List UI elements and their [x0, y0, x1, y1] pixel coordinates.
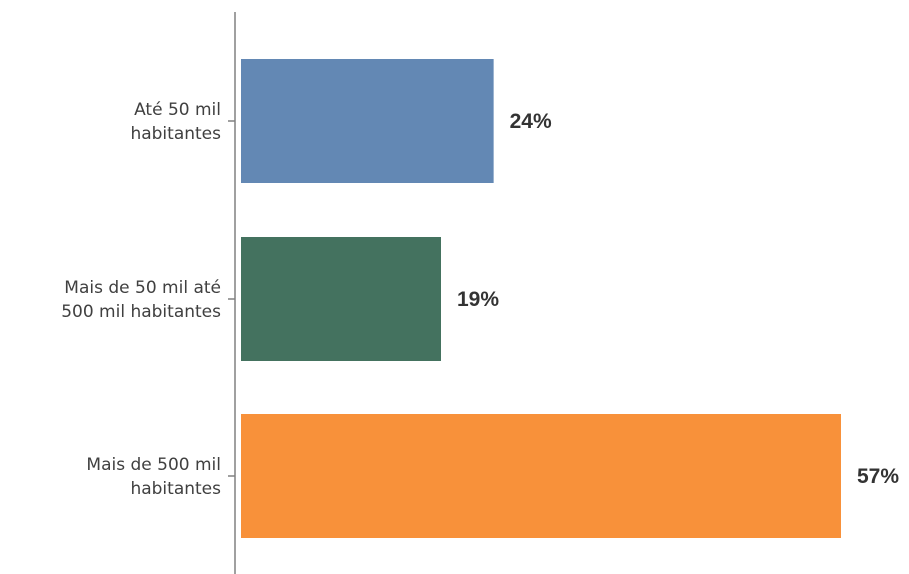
bar-1: [241, 59, 494, 183]
category-label-1: Até 50 mil habitantes: [130, 100, 221, 144]
category-label-2: Mais de 50 mil até 500 mil habitantes: [61, 278, 221, 322]
bar-2: [241, 237, 441, 361]
bars-group: 24% Até 50 mil habitantes 19% Mais de 50 mil…: [61, 59, 899, 538]
value-label-1: 24%: [510, 110, 552, 133]
value-label-2: 19%: [457, 288, 499, 311]
category-label-3: Mais de 500 mil habitantes: [86, 455, 221, 499]
bar-3: [241, 414, 841, 538]
value-label-3: 57%: [857, 465, 899, 488]
